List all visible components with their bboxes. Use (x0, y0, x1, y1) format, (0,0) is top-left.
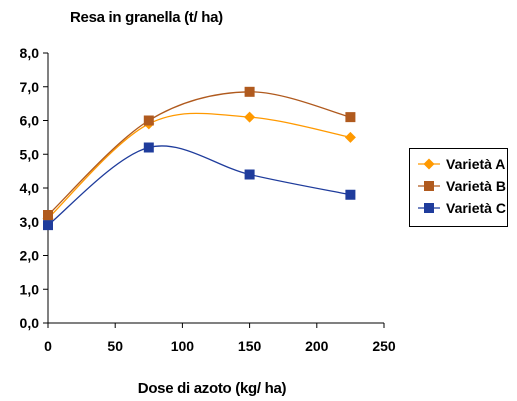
series-lines (47, 91, 351, 226)
legend-label: Varietà C (446, 200, 506, 216)
series-markers (42, 86, 356, 231)
y-tick-label: 1,0 (20, 281, 40, 297)
x-tick-label: 0 (44, 338, 52, 354)
y-tick-label: 8,0 (20, 45, 40, 61)
legend-marker (424, 181, 434, 191)
series-line-3 (47, 145, 351, 226)
data-point (43, 220, 53, 231)
x-tick-label: 100 (171, 338, 195, 354)
series-line-1 (47, 112, 351, 219)
legend-label: Varietà B (446, 178, 506, 194)
data-point (345, 112, 356, 123)
data-point (143, 142, 154, 153)
series-line-2 (47, 91, 351, 216)
legend-marker (424, 203, 434, 213)
chart-axes: 0,0 1,0 2,0 3,0 4,0 5,0 6,0 7,0 8,0 0 50 100 150 200 2… (20, 45, 396, 354)
y-tick-label: 2,0 (20, 248, 40, 264)
y-tick-label: 4,0 (20, 180, 40, 196)
x-tick-label: 150 (238, 338, 262, 354)
x-tick-label: 50 (107, 338, 123, 354)
y-tick-label: 6,0 (20, 113, 40, 129)
data-point (244, 86, 255, 97)
y-tick-label: 5,0 (20, 146, 40, 162)
x-axis-label: Dose di azoto (kg/ ha) (138, 380, 287, 397)
y-tick-label: 3,0 (20, 214, 40, 230)
data-point (43, 210, 53, 220)
y-tick-label: 0,0 (20, 315, 40, 331)
chart-title: Resa in granella (t/ ha) (70, 9, 223, 26)
data-point (344, 131, 356, 143)
data-point (244, 169, 255, 180)
legend: Varietà A Varietà B Varietà C (409, 148, 508, 227)
data-point (345, 189, 356, 200)
x-tick-label: 250 (372, 338, 396, 354)
data-point (244, 111, 256, 123)
legend-marker (423, 158, 435, 170)
y-tick-label: 7,0 (20, 79, 40, 95)
legend-label: Varietà A (446, 156, 505, 172)
x-tick-label: 200 (305, 338, 329, 354)
data-point (143, 115, 154, 126)
